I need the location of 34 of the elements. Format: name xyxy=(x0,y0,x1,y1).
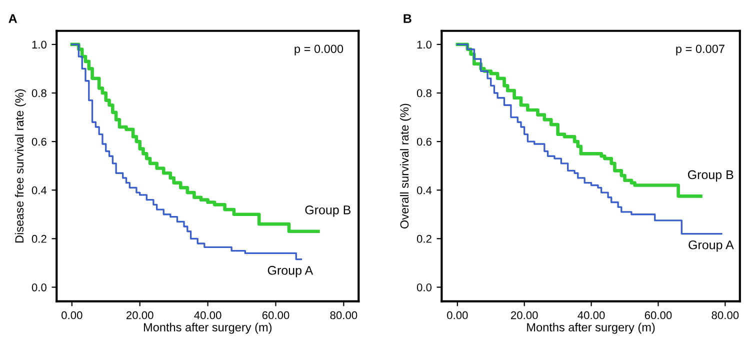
series-label: Group A xyxy=(268,266,314,278)
y-tick-label: 0.2 xyxy=(416,234,432,243)
x-tick-label: 80.00 xyxy=(712,311,739,320)
y-tick-label: 1.0 xyxy=(417,40,432,49)
chart-title: B xyxy=(404,14,412,23)
series-label: Group A xyxy=(688,240,734,252)
series-label: Group B xyxy=(305,205,351,217)
annotation: p = 0.000 xyxy=(294,44,344,56)
y-tick-label: 0.6 xyxy=(32,138,46,146)
y-tick-label: 0.4 xyxy=(32,186,47,194)
chart-title: A xyxy=(8,14,17,23)
x-tick-label: 80.00 xyxy=(330,311,358,320)
x-tick-label: 40.00 xyxy=(194,311,222,320)
x-tick-label: 20.00 xyxy=(511,311,538,320)
x-tick-label: 60.00 xyxy=(644,311,672,320)
x-axis-title: Months after surgery (m) xyxy=(144,322,272,334)
y-tick-label: 0.6 xyxy=(416,138,432,146)
series-label: Group B xyxy=(688,170,734,182)
x-tick-label: 0.00 xyxy=(447,311,468,320)
x-tick-label: 20.00 xyxy=(126,311,154,320)
x-tick-label: 0.00 xyxy=(62,311,82,320)
annotation: p = 0.007 xyxy=(676,44,724,56)
x-tick-label: 40.00 xyxy=(578,311,605,320)
y-tick-label: 0.2 xyxy=(32,234,46,243)
x-tick-label: 60.00 xyxy=(262,311,290,320)
x-axis-title: Months after surgery (m) xyxy=(527,322,655,334)
y-tick-label: 0.8 xyxy=(416,89,432,98)
y-axis-title: Overall survival rate (%) xyxy=(400,104,411,228)
y-tick-label: 0.0 xyxy=(32,283,46,292)
y-tick-label: 1.0 xyxy=(32,40,46,49)
y-axis-title: Disease free survival rate (%) xyxy=(14,89,26,243)
y-tick-label: 0.8 xyxy=(32,89,46,98)
y-tick-label: 0.0 xyxy=(416,283,432,292)
y-tick-label: 0.4 xyxy=(416,186,432,194)
